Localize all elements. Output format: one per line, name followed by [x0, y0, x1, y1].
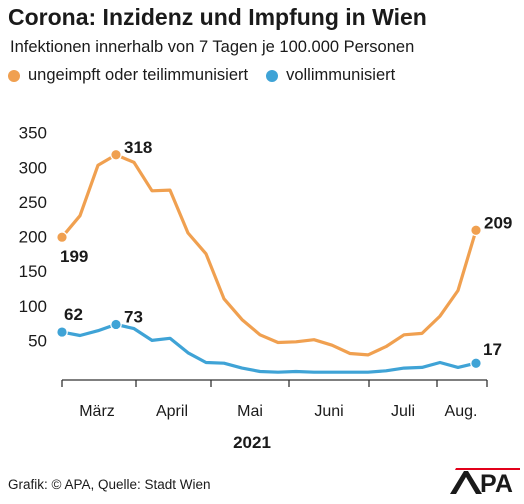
x-tick-label: März — [79, 403, 115, 420]
legend-item-unvaccinated: ungeimpft oder teilimmunisiert — [8, 66, 248, 85]
legend-dot-vaccinated — [266, 69, 279, 82]
data-label: 17 — [483, 340, 502, 359]
legend-label-vaccinated: vollimmunisiert — [286, 66, 396, 84]
data-label: 318 — [124, 138, 152, 157]
series-line-unvaccinated — [60, 153, 478, 357]
apa-logo: PA — [450, 468, 520, 498]
data-point-marker — [110, 148, 122, 161]
y-tick-label: 150 — [19, 262, 47, 281]
chart-subtitle: Infektionen innerhalb von 7 Tagen je 100… — [10, 38, 415, 56]
footer-credit: Grafik: © APA, Quelle: Stadt Wien — [8, 477, 211, 492]
data-label: 209 — [484, 213, 512, 232]
data-point-marker — [110, 318, 122, 331]
data-point-marker — [470, 357, 482, 370]
y-tick-label: 200 — [19, 228, 47, 247]
series-line-vaccinated — [60, 322, 478, 374]
y-tick-label: 250 — [19, 193, 47, 212]
y-tick-label: 350 — [19, 124, 47, 143]
data-point-marker — [56, 231, 68, 243]
legend-dot-unvaccinated — [8, 69, 20, 82]
y-tick-label: 100 — [19, 297, 47, 316]
data-point-marker — [56, 326, 68, 338]
chart-title: Corona: Inzidenz und Impfung in Wien — [8, 4, 427, 30]
y-tick-label: 300 — [19, 158, 47, 177]
x-tick-label: April — [156, 403, 188, 420]
x-tick-label: Aug. — [445, 403, 478, 420]
x-tick-label: Juni — [314, 403, 343, 420]
legend-label-unvaccinated: ungeimpft oder teilimmunisiert — [28, 66, 249, 84]
data-label: 62 — [64, 305, 83, 324]
svg-text:PA: PA — [480, 470, 513, 494]
legend: ungeimpft oder teilimmunisiert vollimmun… — [8, 66, 413, 85]
legend-item-vaccinated: vollimmunisiert — [266, 66, 395, 85]
data-point-marker — [470, 224, 482, 237]
data-label: 73 — [124, 307, 143, 326]
y-tick-label: 50 — [28, 331, 47, 350]
x-tick-label: Juli — [391, 403, 415, 420]
x-axis-title: 2021 — [233, 433, 271, 452]
x-tick-label: Mai — [237, 403, 263, 420]
data-label: 199 — [60, 247, 88, 266]
